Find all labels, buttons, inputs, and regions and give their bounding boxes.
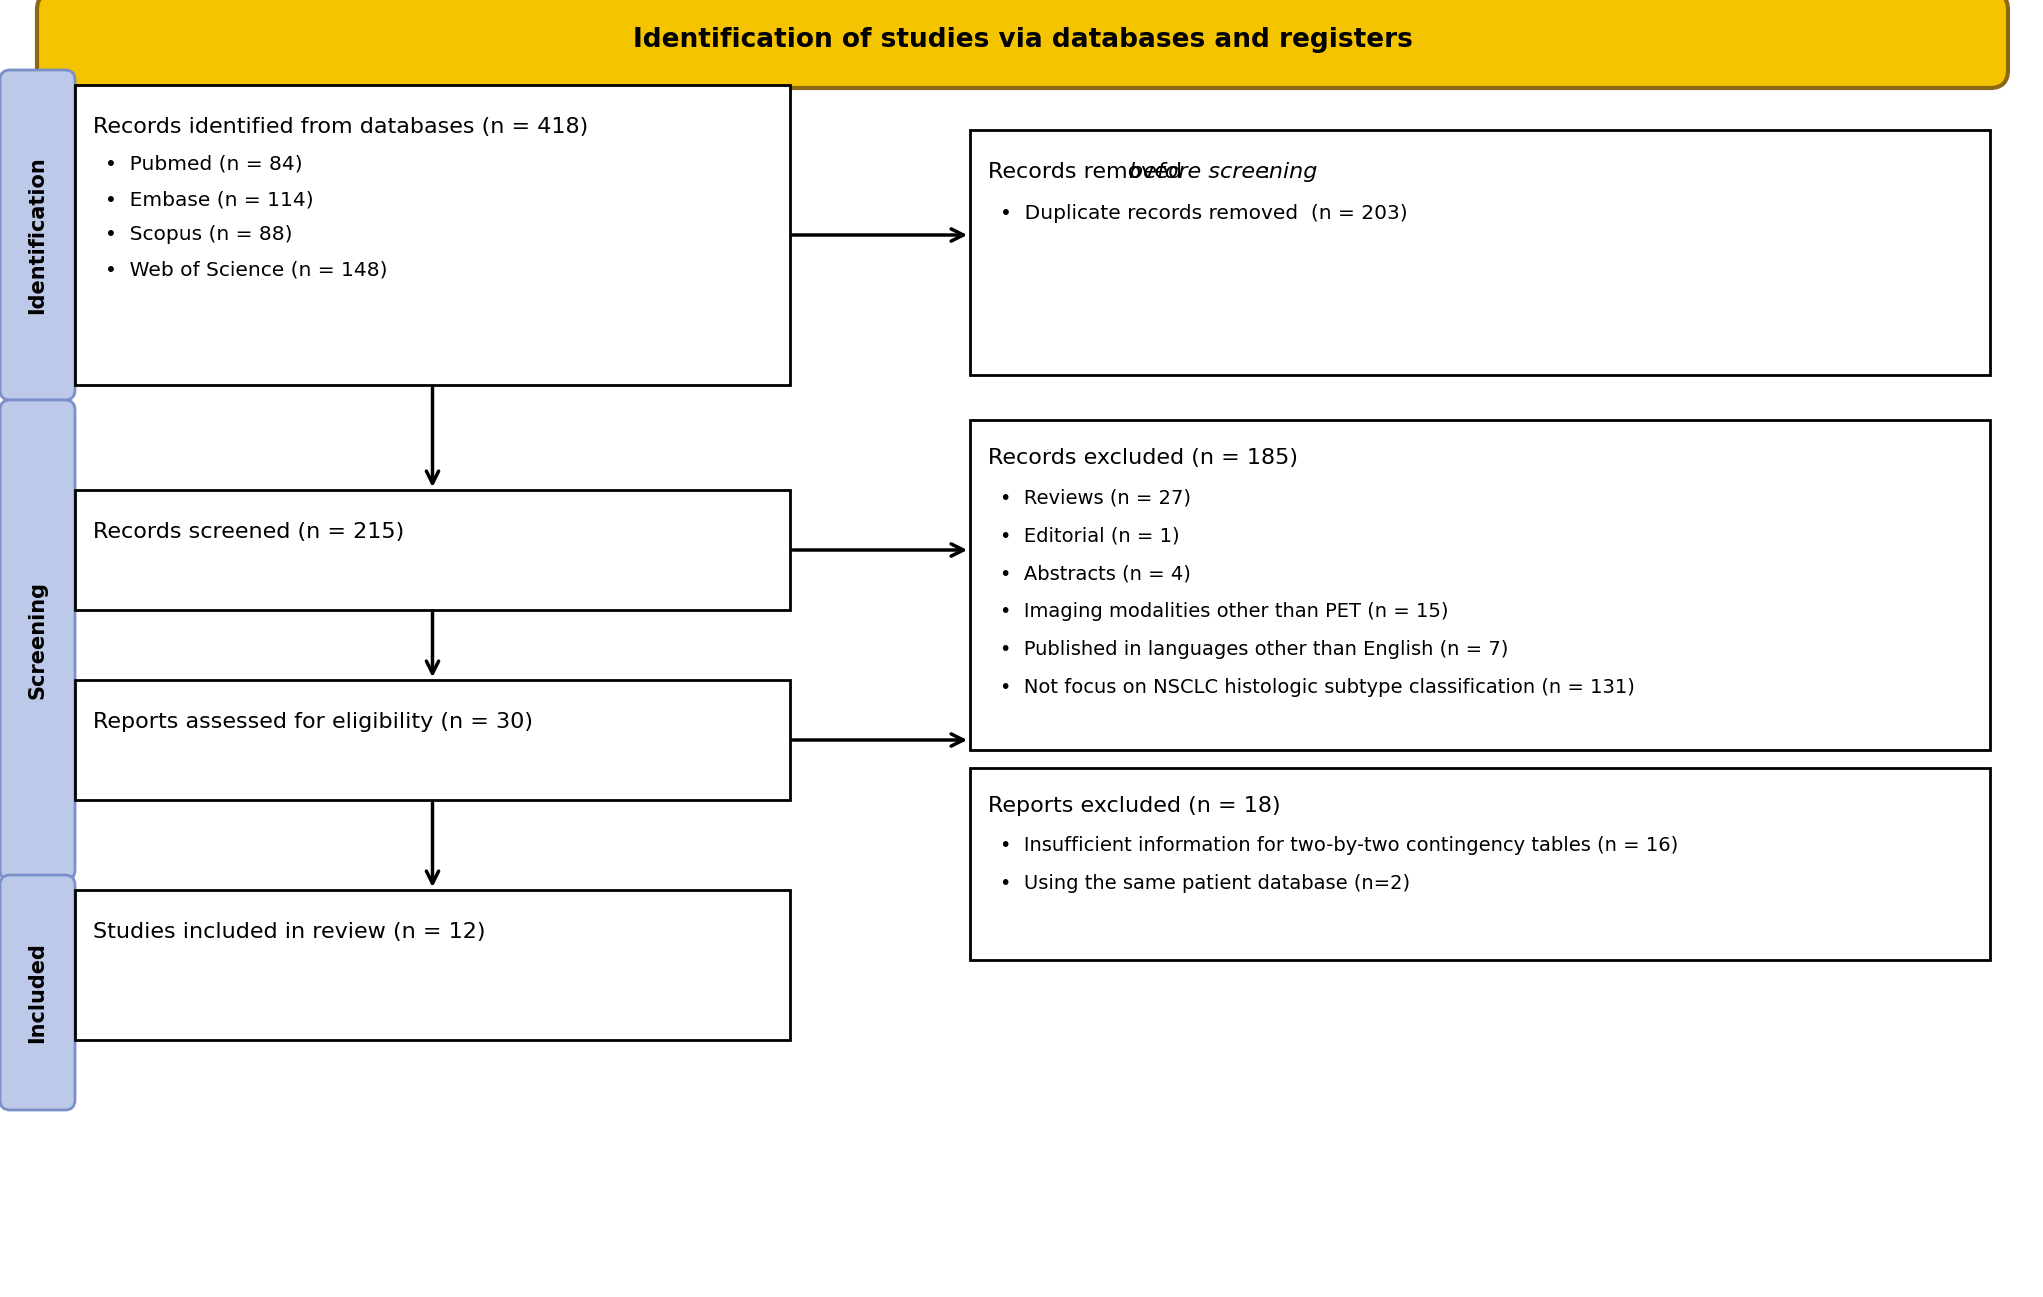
Text: •  Embase (n = 114): • Embase (n = 114) bbox=[104, 189, 315, 209]
Text: •  Scopus (n = 88): • Scopus (n = 88) bbox=[104, 224, 292, 244]
Text: •  Published in languages other than English (n = 7): • Published in languages other than Engl… bbox=[999, 639, 1508, 659]
Text: •  Reviews (n = 27): • Reviews (n = 27) bbox=[999, 488, 1191, 507]
Text: Reports assessed for eligibility (n = 30): Reports assessed for eligibility (n = 30… bbox=[94, 712, 533, 732]
Text: •  Duplicate records removed  (n = 203): • Duplicate records removed (n = 203) bbox=[999, 204, 1408, 223]
Text: Identification: Identification bbox=[27, 156, 47, 314]
Bar bbox=[76, 890, 791, 1040]
FancyBboxPatch shape bbox=[37, 0, 2008, 88]
Text: •  Imaging modalities other than PET (n = 15): • Imaging modalities other than PET (n =… bbox=[999, 602, 1448, 621]
Text: •  Abstracts (n = 4): • Abstracts (n = 4) bbox=[999, 564, 1191, 582]
Text: •  Using the same patient database (n=2): • Using the same patient database (n=2) bbox=[999, 874, 1410, 894]
Text: Included: Included bbox=[27, 942, 47, 1043]
Text: •  Not focus on NSCLC histologic subtype classification (n = 131): • Not focus on NSCLC histologic subtype … bbox=[999, 678, 1634, 696]
Bar bbox=[970, 130, 1990, 375]
Text: :: : bbox=[1263, 162, 1269, 182]
Text: •  Web of Science (n = 148): • Web of Science (n = 148) bbox=[104, 259, 388, 279]
Text: •  Pubmed (n = 84): • Pubmed (n = 84) bbox=[104, 156, 302, 174]
Bar bbox=[970, 768, 1990, 960]
Text: Studies included in review (n = 12): Studies included in review (n = 12) bbox=[94, 922, 486, 942]
Bar bbox=[76, 86, 791, 385]
FancyBboxPatch shape bbox=[0, 70, 76, 399]
Text: before screening: before screening bbox=[1130, 162, 1318, 182]
FancyBboxPatch shape bbox=[0, 875, 76, 1110]
Text: Records removed: Records removed bbox=[989, 162, 1189, 182]
Text: •  Editorial (n = 1): • Editorial (n = 1) bbox=[999, 527, 1179, 545]
Text: •  Insufficient information for two-by-two contingency tables (n = 16): • Insufficient information for two-by-tw… bbox=[999, 837, 1677, 855]
FancyBboxPatch shape bbox=[0, 399, 76, 879]
Text: Reports excluded (n = 18): Reports excluded (n = 18) bbox=[989, 796, 1281, 816]
Bar bbox=[76, 680, 791, 800]
Text: Records identified from databases (n = 418): Records identified from databases (n = 4… bbox=[94, 117, 588, 137]
Bar bbox=[76, 490, 791, 610]
Text: Identification of studies via databases and registers: Identification of studies via databases … bbox=[633, 27, 1412, 53]
Text: Records screened (n = 215): Records screened (n = 215) bbox=[94, 521, 405, 542]
Text: Records excluded (n = 185): Records excluded (n = 185) bbox=[989, 447, 1297, 468]
Text: Screening: Screening bbox=[27, 581, 47, 699]
Bar bbox=[970, 420, 1990, 750]
